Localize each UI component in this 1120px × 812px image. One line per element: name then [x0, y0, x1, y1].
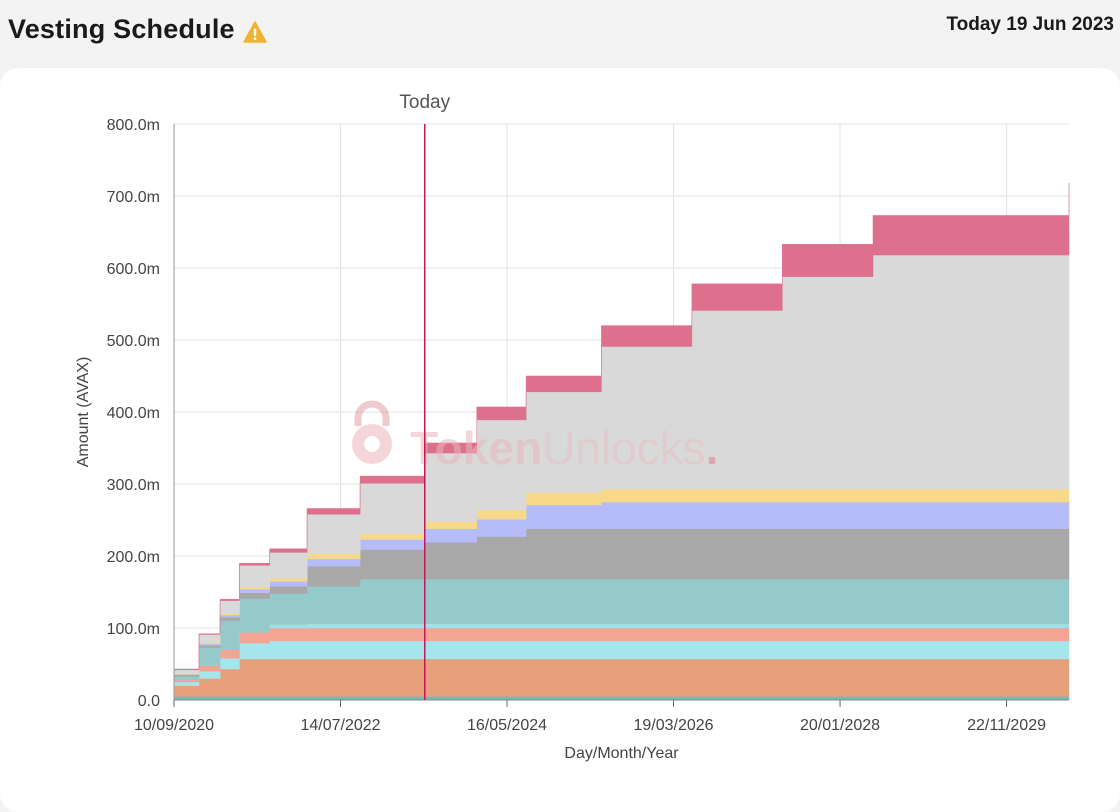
today-marker: Today	[399, 92, 451, 700]
x-tick-label: 22/11/2029	[967, 717, 1046, 734]
page-title-text: Vesting Schedule	[8, 14, 235, 44]
y-tick-label: 300.0m	[107, 477, 160, 494]
watermark-brand-light: Unlocks	[542, 422, 706, 474]
chart-card: TokenUnlocks. 0.0 100.0m 200.0m 300.0m 400.0…	[0, 68, 1120, 812]
y-tick-label: 200.0m	[107, 549, 160, 566]
x-tick-label: 16/05/2024	[467, 717, 547, 734]
y-tick-label: 100.0m	[107, 621, 160, 638]
series-area-2	[173, 658, 1070, 697]
y-tick-label: 400.0m	[107, 405, 160, 422]
y-axis-title: Amount (AVAX)	[75, 357, 92, 468]
series-area-1	[173, 696, 1070, 701]
x-tick-label: 19/03/2026	[633, 717, 713, 734]
today-label: Today	[399, 92, 450, 113]
page-title: Vesting Schedule	[8, 14, 267, 45]
today-date-label: Today 19 Jun 2023	[946, 14, 1114, 35]
watermark-brand-strong: Token	[410, 422, 542, 474]
warning-triangle-icon[interactable]	[243, 19, 267, 43]
chart-axes: 0.0 100.0m 200.0m 300.0m 400.0m 500.0m 600.0m 7…	[75, 117, 1069, 762]
svg-text:TokenUnlocks.: TokenUnlocks.	[410, 422, 718, 474]
lock-icon	[352, 400, 392, 464]
x-axis-title: Day/Month/Year	[564, 745, 679, 762]
y-tick-label: 800.0m	[107, 117, 160, 134]
y-tick-label: 0.0	[138, 693, 160, 710]
y-tick-label: 600.0m	[107, 261, 160, 278]
header: Vesting Schedule Today 19 Jun 2023	[0, 0, 1120, 68]
chart-areas	[173, 183, 1070, 701]
x-tick-label: 20/01/2028	[800, 717, 880, 734]
vesting-chart[interactable]: TokenUnlocks. 0.0 100.0m 200.0m 300.0m 400.0…	[0, 68, 1120, 812]
y-tick-label: 500.0m	[107, 333, 160, 350]
x-tick-label: 14/07/2022	[300, 717, 380, 734]
watermark-brand-dot: .	[706, 422, 719, 474]
watermark: TokenUnlocks.	[352, 400, 718, 474]
y-tick-label: 700.0m	[107, 189, 160, 206]
series-area-11	[173, 183, 1070, 671]
x-tick-label: 10/09/2020	[134, 717, 214, 734]
